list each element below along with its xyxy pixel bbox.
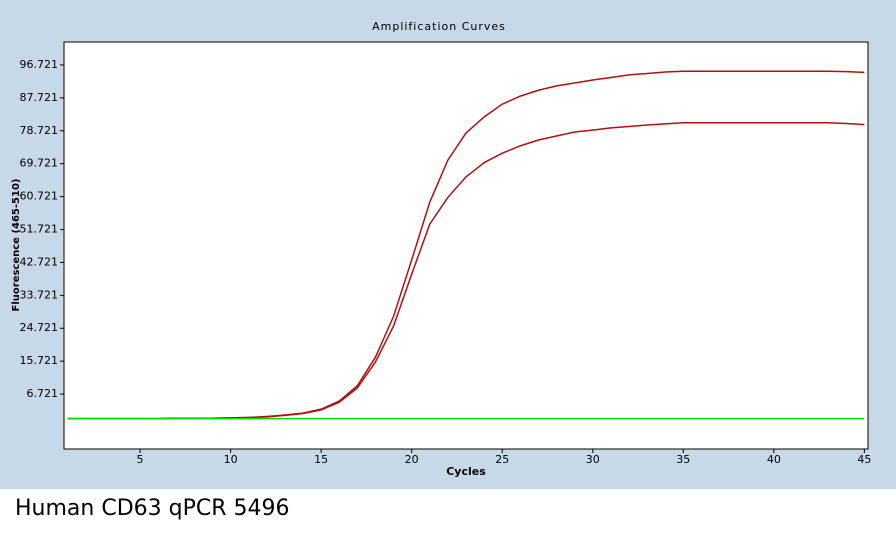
y-tick-label: 24.721 [20,321,59,334]
chart-title: Amplification Curves [372,20,506,33]
y-tick-label: 42.721 [20,255,59,268]
x-tick-label: 45 [857,453,871,466]
y-tick-label: 78.721 [20,124,59,137]
x-axis-label: Cycles [446,465,486,478]
y-tick-label: 87.721 [20,91,59,104]
caption: Human CD63 qPCR 5496 [15,496,290,521]
y-tick-label: 69.721 [20,157,59,170]
x-tick-label: 35 [676,453,690,466]
x-tick-label: 40 [767,453,781,466]
x-tick-label: 25 [495,453,509,466]
y-tick-label: 96.721 [20,58,59,71]
y-tick-label: 33.721 [20,288,59,301]
plot-area [63,41,869,450]
x-tick-label: 30 [586,453,600,466]
x-tick-label: 10 [224,453,238,466]
y-tick-label: 51.721 [20,223,59,236]
x-tick-label: 15 [314,453,328,466]
chart: Amplification Curves Cycles Fluorescence… [0,0,896,489]
x-tick-label: 20 [405,453,419,466]
y-axis-label: Fluorescence (465-510) [11,179,22,312]
y-tick-label: 15.721 [20,354,59,367]
x-tick-label: 5 [137,453,144,466]
y-tick-label: 60.721 [20,190,59,203]
y-tick-label: 6.721 [27,387,59,400]
